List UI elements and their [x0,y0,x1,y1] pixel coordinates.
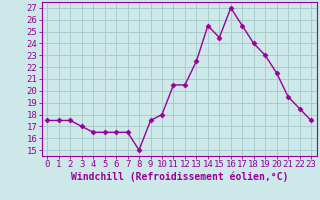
X-axis label: Windchill (Refroidissement éolien,°C): Windchill (Refroidissement éolien,°C) [70,172,288,182]
